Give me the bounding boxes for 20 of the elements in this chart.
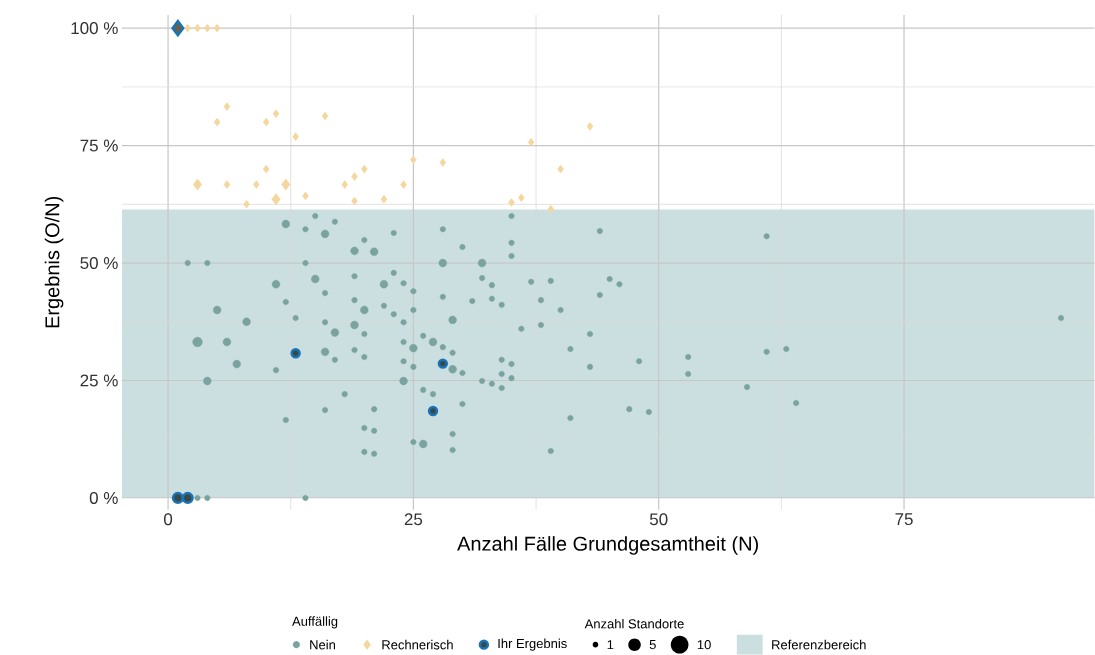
x-tick-label: 75	[895, 513, 913, 526]
legend-label: 1	[607, 640, 614, 650]
legend-label: Nein	[310, 640, 336, 650]
x-axis-title: Anzahl Fälle Grundgesamtheit (N)	[457, 536, 758, 555]
x-tick-label: 0	[164, 513, 173, 526]
legend-label: 5	[649, 640, 656, 650]
x-tick-label: 50	[649, 513, 668, 526]
legend-label: Ihr Ergebnis	[498, 638, 567, 651]
y-tick-label: 100 %	[71, 22, 118, 35]
y-tick-label: 75 %	[80, 139, 118, 152]
legend-label: Rechnerisch	[382, 640, 453, 650]
legend-title: Auffällig	[292, 616, 338, 629]
legend-label: 10	[697, 640, 711, 650]
y-axis-title: Ergebnis (O/N)	[44, 197, 64, 328]
y-tick-label: 25 %	[80, 374, 118, 387]
x-tick-label: 25	[404, 513, 423, 526]
text: Anzahl Standorte	[584, 619, 684, 629]
y-tick-label: 50 %	[80, 257, 118, 270]
y-tick-label: 0 %	[89, 492, 118, 505]
legend-label: Referenzbereich	[772, 640, 866, 650]
